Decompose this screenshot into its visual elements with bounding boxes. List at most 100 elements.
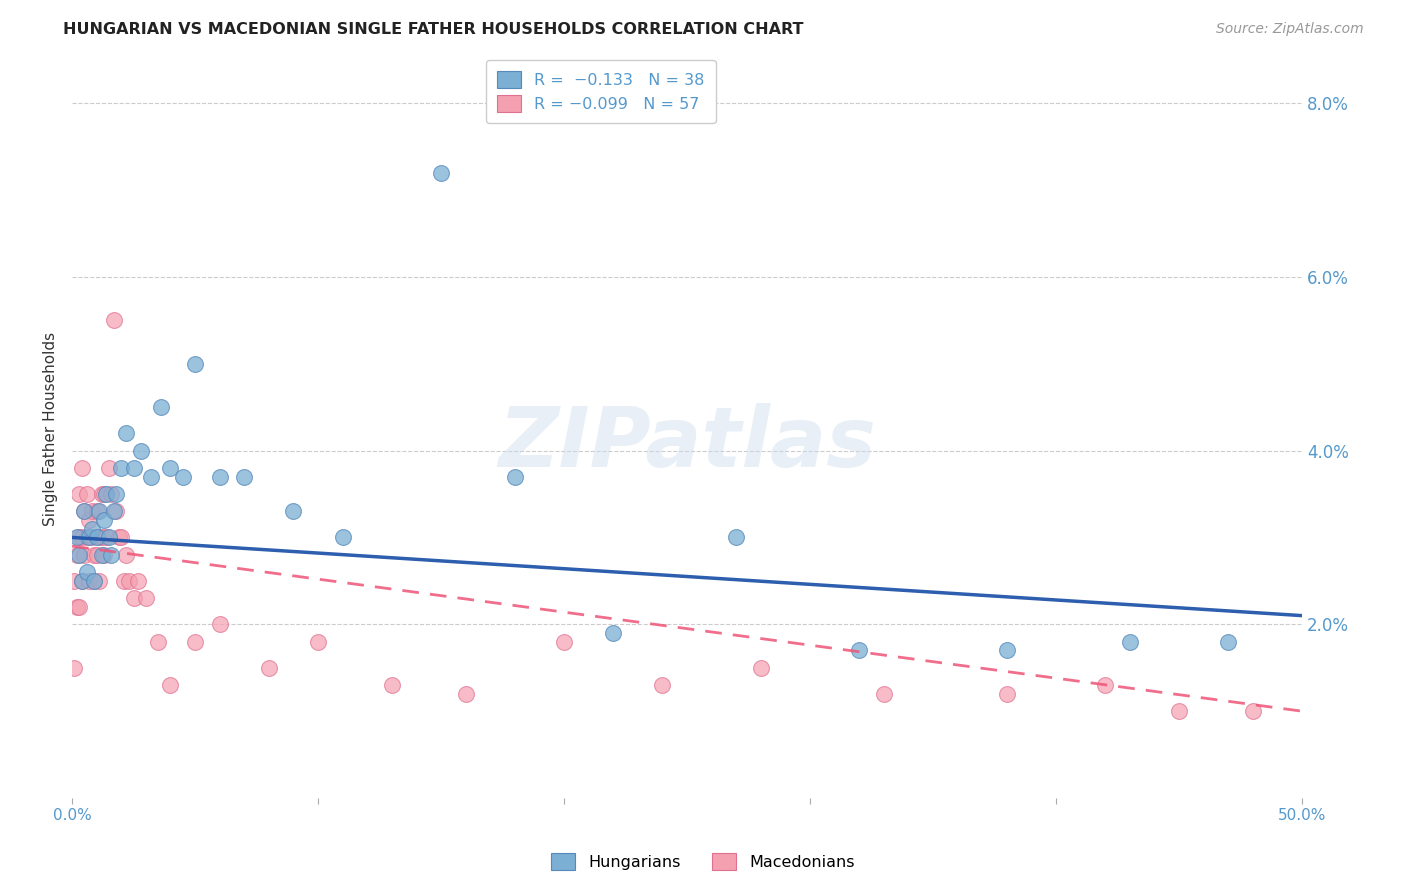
Point — [70, 574, 93, 588]
Point — [96, 487, 118, 501]
Point — [553, 634, 575, 648]
Point — [66, 599, 89, 614]
Point — [87, 504, 110, 518]
Point — [651, 678, 673, 692]
Text: Source: ZipAtlas.com: Source: ZipAtlas.com — [1216, 22, 1364, 37]
Point — [117, 574, 139, 588]
Point — [122, 461, 145, 475]
Point — [83, 548, 105, 562]
Point — [129, 443, 152, 458]
Point — [159, 678, 181, 692]
Point — [307, 634, 329, 648]
Point — [381, 678, 404, 692]
Point — [100, 487, 122, 501]
Point — [103, 313, 125, 327]
Point — [172, 469, 194, 483]
Point — [77, 513, 100, 527]
Point — [67, 599, 90, 614]
Point — [73, 548, 96, 562]
Point — [86, 530, 108, 544]
Point — [159, 461, 181, 475]
Point — [73, 504, 96, 518]
Point — [107, 530, 129, 544]
Point — [115, 548, 138, 562]
Point — [63, 574, 86, 588]
Point — [995, 687, 1018, 701]
Point — [995, 643, 1018, 657]
Point — [430, 165, 453, 179]
Point — [80, 522, 103, 536]
Point — [105, 487, 128, 501]
Point — [93, 487, 115, 501]
Point — [70, 530, 93, 544]
Point — [184, 634, 207, 648]
Point — [749, 661, 772, 675]
Point — [87, 530, 110, 544]
Point — [873, 687, 896, 701]
Point — [112, 574, 135, 588]
Point — [146, 634, 169, 648]
Point — [86, 504, 108, 518]
Point — [1218, 634, 1240, 648]
Point — [103, 504, 125, 518]
Point — [122, 591, 145, 606]
Point — [100, 548, 122, 562]
Point — [97, 530, 120, 544]
Point — [149, 400, 172, 414]
Point — [105, 504, 128, 518]
Point — [454, 687, 477, 701]
Point — [602, 626, 624, 640]
Point — [67, 487, 90, 501]
Point — [110, 461, 132, 475]
Point — [76, 530, 98, 544]
Point — [135, 591, 157, 606]
Point — [70, 461, 93, 475]
Y-axis label: Single Father Households: Single Father Households — [44, 332, 58, 526]
Point — [66, 548, 89, 562]
Text: HUNGARIAN VS MACEDONIAN SINGLE FATHER HOUSEHOLDS CORRELATION CHART: HUNGARIAN VS MACEDONIAN SINGLE FATHER HO… — [63, 22, 804, 37]
Point — [1119, 634, 1142, 648]
Point — [1168, 704, 1191, 718]
Point — [87, 574, 110, 588]
Point — [184, 357, 207, 371]
Point — [90, 487, 112, 501]
Point — [139, 469, 162, 483]
Point — [93, 548, 115, 562]
Point — [725, 530, 748, 544]
Point — [90, 548, 112, 562]
Point — [67, 548, 90, 562]
Point — [90, 530, 112, 544]
Point — [208, 469, 231, 483]
Point — [208, 617, 231, 632]
Point — [127, 574, 149, 588]
Legend: R =  −0.133   N = 38, R = −0.099   N = 57: R = −0.133 N = 38, R = −0.099 N = 57 — [486, 60, 716, 123]
Point — [77, 530, 100, 544]
Point — [96, 530, 118, 544]
Point — [93, 513, 115, 527]
Point — [80, 504, 103, 518]
Point — [110, 530, 132, 544]
Text: ZIPatlas: ZIPatlas — [498, 403, 876, 484]
Point — [257, 661, 280, 675]
Point — [332, 530, 354, 544]
Point — [1094, 678, 1116, 692]
Point — [76, 487, 98, 501]
Point — [76, 565, 98, 579]
Point — [83, 574, 105, 588]
Point — [77, 574, 100, 588]
Point — [86, 548, 108, 562]
Point — [63, 661, 86, 675]
Point — [97, 461, 120, 475]
Legend: Hungarians, Macedonians: Hungarians, Macedonians — [541, 844, 865, 880]
Point — [233, 469, 256, 483]
Point — [848, 643, 870, 657]
Point — [115, 426, 138, 441]
Point — [73, 504, 96, 518]
Point — [1241, 704, 1264, 718]
Point — [83, 574, 105, 588]
Point — [283, 504, 305, 518]
Point — [70, 574, 93, 588]
Point — [80, 530, 103, 544]
Point — [66, 530, 89, 544]
Point — [503, 469, 526, 483]
